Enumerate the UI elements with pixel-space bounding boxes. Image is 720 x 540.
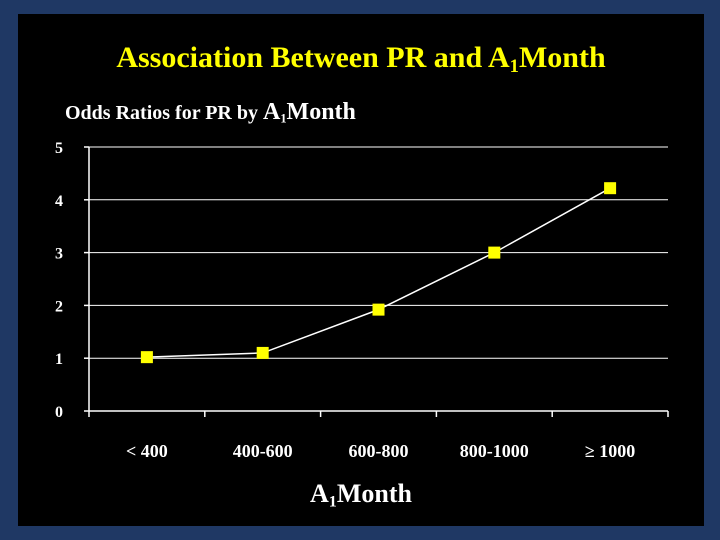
y-tick-label: 4 xyxy=(55,193,63,210)
slide-background: Association Between PR and A1Month Odds … xyxy=(18,14,704,526)
data-point-marker xyxy=(604,182,617,195)
data-point-marker xyxy=(256,346,269,359)
chart-title: Association Between PR and A1Month xyxy=(116,41,606,78)
y-tick-label: 2 xyxy=(55,298,63,315)
data-point-marker xyxy=(140,351,153,364)
data-point-marker xyxy=(488,246,501,259)
y-tick-label: 0 xyxy=(55,404,63,421)
y-tick-label: 3 xyxy=(55,246,63,263)
x-tick-label: ≥ 1000 xyxy=(585,441,635,461)
x-tick-label: 400-600 xyxy=(233,441,293,461)
y-tick-label: 1 xyxy=(55,351,63,368)
y-tick-label: 5 xyxy=(55,140,63,157)
chart-subtitle: Odds Ratios for PR by A1Month xyxy=(65,99,356,126)
series-line xyxy=(146,187,611,358)
data-point-marker xyxy=(372,303,385,316)
x-tick-label: 600-800 xyxy=(349,441,409,461)
x-tick-label: < 400 xyxy=(126,441,168,461)
x-axis-label: A1Month xyxy=(310,479,412,511)
x-tick-label: 800-1000 xyxy=(460,441,529,461)
